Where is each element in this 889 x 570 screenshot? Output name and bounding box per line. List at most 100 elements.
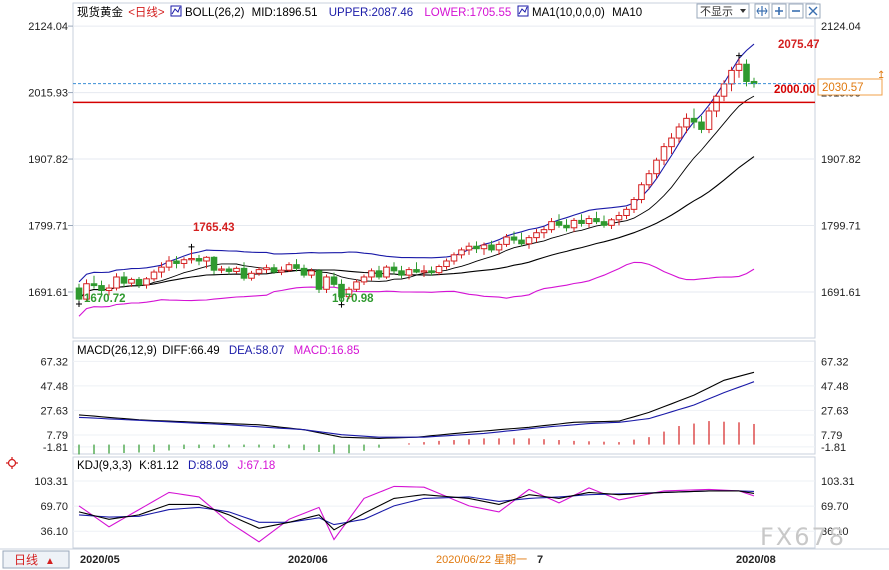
- candle: [98, 280, 105, 295]
- zoom-out-icon[interactable]: [788, 3, 804, 19]
- candle: [120, 272, 128, 287]
- candle: [675, 123, 683, 143]
- macd-tick-right: -1.81: [821, 442, 846, 454]
- candle: [645, 170, 653, 190]
- x-label-june: 2020/06: [288, 554, 328, 566]
- candle: [398, 265, 405, 279]
- price-up-arrow-icon: ↥: [877, 70, 885, 81]
- macd-tick-right: 47.48: [821, 381, 849, 393]
- kdj-panel[interactable]: [72, 456, 816, 549]
- period-selector-button[interactable]: [2, 550, 70, 569]
- candle: [195, 254, 203, 266]
- ma-indicator-icon[interactable]: [517, 5, 529, 17]
- period-selector-arrow-icon: ▲: [45, 556, 55, 567]
- macd-tick-right: 7.79: [821, 430, 842, 442]
- candle: [285, 262, 293, 273]
- price-tick-right: 1691.61: [821, 287, 861, 299]
- zoom-in-icon[interactable]: [771, 3, 787, 19]
- period-link: <日线>: [128, 5, 165, 19]
- display-toggle-label: 不显示: [700, 5, 733, 18]
- kdj-tick-right: 36.10: [821, 526, 849, 538]
- candle: [563, 219, 570, 232]
- candle: [323, 274, 330, 293]
- candle: [210, 256, 218, 275]
- candle: [488, 240, 495, 253]
- price-tick-right: 1799.71: [821, 221, 861, 233]
- candle: [743, 59, 750, 87]
- candle: [698, 115, 705, 134]
- kdj-tick-right: 103.31: [821, 476, 855, 488]
- candle: [345, 286, 353, 300]
- candle: [173, 256, 180, 269]
- low-label-1: 1670.72: [84, 293, 126, 305]
- kdj-k-line: [78, 490, 755, 531]
- instrument-name: 现货黄金: [77, 5, 123, 19]
- candle: [570, 217, 578, 233]
- macd-dea-line: [78, 381, 755, 438]
- peak-marker: [736, 52, 742, 59]
- candle: [608, 217, 615, 230]
- candle: [623, 206, 630, 220]
- kdj-j-line: [78, 485, 755, 543]
- candle: [83, 279, 90, 302]
- level-label: 2000.00: [774, 84, 816, 96]
- candle: [368, 268, 375, 281]
- candle: [653, 157, 660, 179]
- candle: [435, 264, 443, 276]
- price-tick-left: 1691.61: [28, 287, 68, 299]
- candle: [278, 266, 285, 276]
- x-label-august: 2020/08: [736, 554, 776, 566]
- close-icon[interactable]: [805, 3, 821, 19]
- candle: [413, 262, 420, 274]
- current-price-tag: [817, 78, 883, 96]
- candle: [375, 265, 383, 280]
- price-tick-left: 2015.93: [28, 88, 68, 100]
- kdj-settings-icon[interactable]: [6, 457, 18, 469]
- current-price-label: 2030.57: [822, 82, 864, 94]
- candle: [683, 113, 690, 134]
- high-marker: [188, 243, 195, 250]
- candle: [360, 274, 368, 285]
- ma-value: MA10: [612, 7, 642, 19]
- macd-name: MACD(26,12,9): [77, 345, 157, 357]
- grid-icon[interactable]: [754, 3, 770, 19]
- kdj-tick-left: 36.10: [40, 526, 68, 538]
- candle: [548, 217, 555, 233]
- price-tick-left: 1907.82: [28, 154, 68, 166]
- candle: [585, 215, 593, 228]
- svg-text:KDJ(9,3,3) K:81.12 D:8: KDJ(9,3,3) K:81.12 D:88.09 J:67.18: [77, 460, 275, 472]
- candle: [690, 108, 698, 129]
- candle: [728, 66, 735, 92]
- macd-tick-left: 67.32: [40, 356, 68, 368]
- low-marker-2: [338, 301, 345, 308]
- candle: [135, 276, 143, 289]
- candle: [270, 264, 278, 274]
- candle: [113, 273, 120, 291]
- price-panel[interactable]: [72, 2, 816, 339]
- candle: [263, 264, 270, 274]
- candle: [555, 214, 563, 228]
- candle: [330, 272, 338, 287]
- macd-panel[interactable]: [72, 340, 816, 455]
- candle: [465, 242, 473, 255]
- boll-upper: UPPER:2087.46: [329, 7, 413, 19]
- boll-indicator-icon[interactable]: [170, 5, 182, 17]
- candle: [533, 229, 540, 243]
- price-tick-right: 2124.04: [821, 21, 861, 33]
- display-toggle-button[interactable]: [696, 3, 750, 19]
- candle: [180, 257, 188, 269]
- price-overlays: [73, 52, 815, 308]
- candle: [128, 277, 135, 287]
- price-axis-left: 2124.04 2015.93 1907.82 1799.71 1691.61: [28, 21, 73, 299]
- candle: [300, 264, 308, 278]
- macd-tick-left: 47.48: [40, 381, 68, 393]
- candle: [293, 259, 300, 272]
- ma-indicator-glyph-icon: [518, 6, 528, 15]
- candle: [473, 241, 480, 253]
- high-label: 1765.43: [193, 222, 235, 234]
- candle: [615, 211, 623, 226]
- candle: [233, 266, 240, 274]
- x-label-may: 2020/05: [80, 554, 120, 566]
- candle: [240, 262, 248, 281]
